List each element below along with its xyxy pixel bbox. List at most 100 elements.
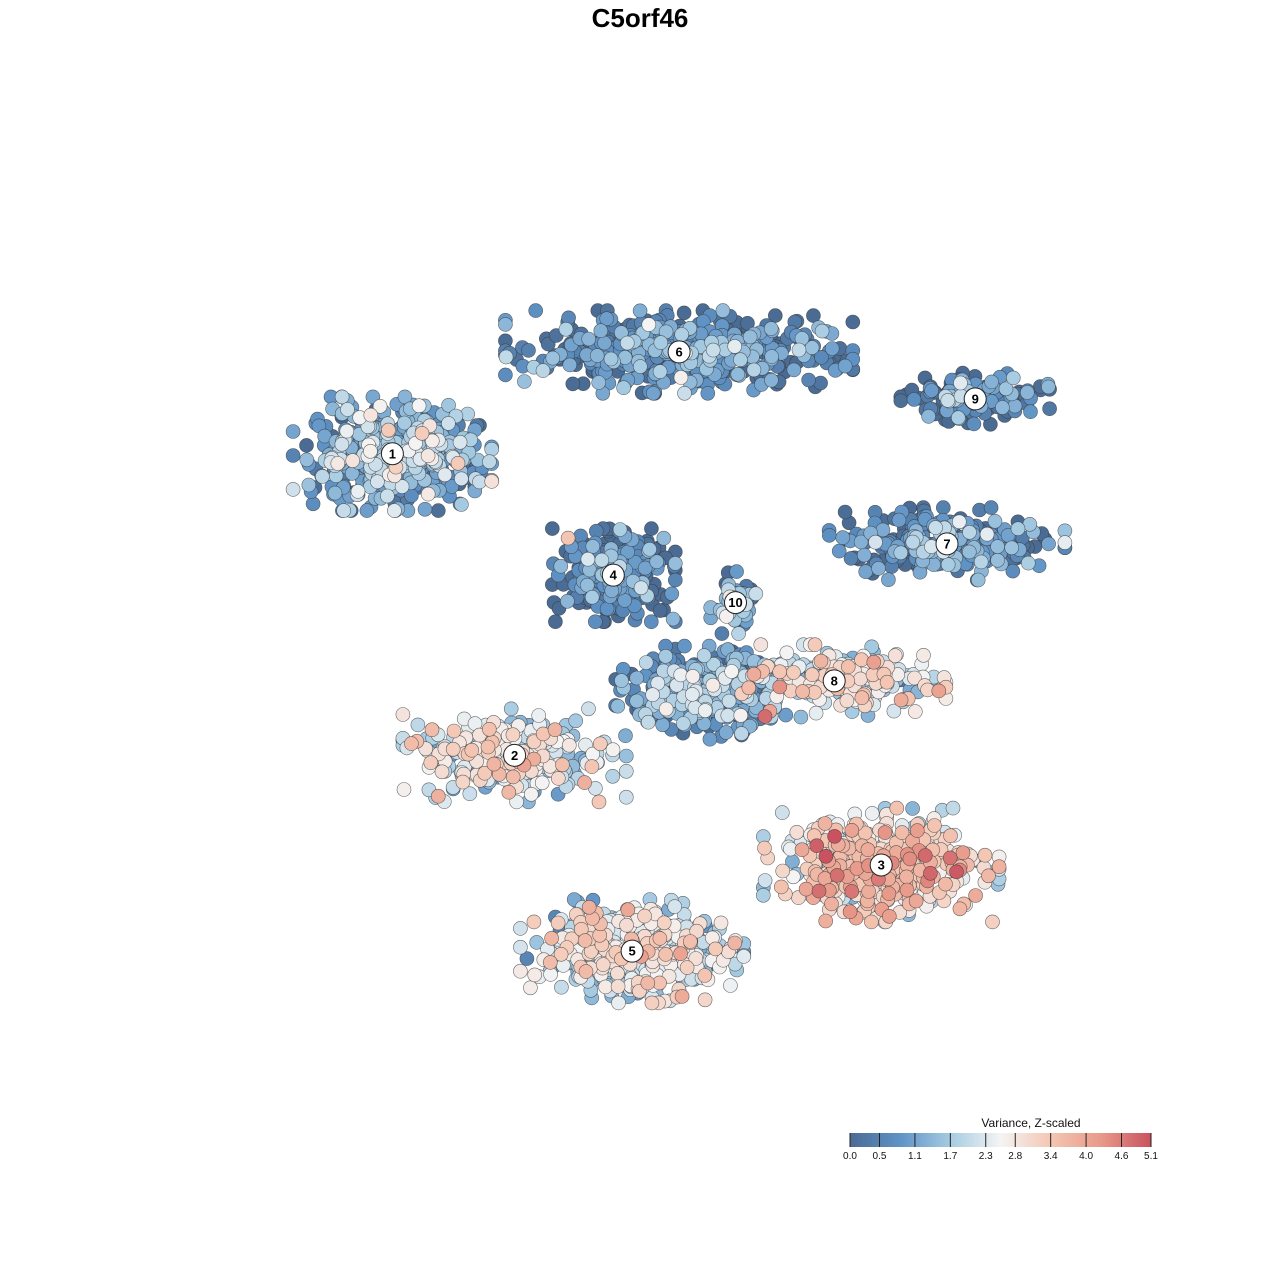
data-point <box>858 564 874 580</box>
data-point <box>990 552 1005 568</box>
data-point <box>881 908 897 924</box>
data-point <box>877 825 893 840</box>
data-point <box>652 603 668 618</box>
data-point <box>580 551 596 567</box>
data-point <box>554 979 569 995</box>
data-point <box>795 684 810 699</box>
data-point <box>742 329 758 345</box>
data-point <box>305 496 321 512</box>
data-point <box>534 775 550 791</box>
data-point <box>420 486 436 502</box>
data-point <box>505 727 521 743</box>
data-point <box>786 665 801 680</box>
data-point <box>746 362 762 378</box>
data-point <box>327 485 343 501</box>
data-point <box>949 864 964 880</box>
data-point <box>618 728 633 744</box>
data-point <box>811 883 827 899</box>
data-point <box>642 541 657 557</box>
data-point <box>455 774 471 790</box>
data-point <box>705 677 721 693</box>
data-point <box>821 528 837 543</box>
data-point <box>676 305 692 321</box>
cluster-label-2: 2 <box>511 748 518 763</box>
cluster-label-1: 1 <box>389 446 396 461</box>
data-point <box>854 690 870 706</box>
data-point <box>593 323 609 339</box>
data-point <box>420 448 436 464</box>
data-point <box>396 782 412 797</box>
data-point <box>548 614 563 630</box>
data-point <box>991 859 1007 875</box>
data-point <box>633 580 649 596</box>
data-point <box>891 512 907 528</box>
data-point <box>562 357 578 373</box>
data-point <box>301 477 317 493</box>
legend-tick-label: 0.0 <box>843 1151 857 1162</box>
data-point <box>674 989 690 1004</box>
data-point <box>610 966 625 981</box>
data-point <box>1041 379 1056 395</box>
data-point <box>940 393 956 408</box>
data-point <box>940 557 956 572</box>
legend-tick-label: 2.8 <box>1008 1151 1022 1162</box>
data-point <box>697 992 713 1008</box>
data-point <box>1057 535 1073 550</box>
data-point <box>334 436 350 452</box>
data-point <box>484 441 500 457</box>
cluster-label-4: 4 <box>610 568 618 583</box>
data-point <box>839 693 855 709</box>
data-point <box>585 539 601 554</box>
data-point <box>733 708 749 723</box>
data-point <box>727 935 743 951</box>
data-point <box>764 372 779 388</box>
data-point <box>775 863 791 879</box>
data-point <box>973 554 989 570</box>
data-point <box>842 904 858 920</box>
data-point <box>824 341 840 356</box>
data-point <box>923 865 938 881</box>
data-point <box>363 407 379 423</box>
data-point <box>577 775 592 790</box>
data-point <box>667 572 683 588</box>
data-point <box>561 737 577 753</box>
legend-tick-label: 0.5 <box>873 1151 887 1162</box>
data-point <box>464 742 480 758</box>
data-point <box>818 848 834 864</box>
data-point <box>927 818 942 833</box>
data-point <box>594 552 610 568</box>
data-point <box>599 601 615 617</box>
data-point <box>645 687 660 703</box>
data-point <box>345 453 361 468</box>
data-point <box>599 311 615 327</box>
data-point <box>655 717 670 733</box>
data-point <box>714 626 730 641</box>
legend-title: Variance, Z-scaled <box>981 1116 1080 1130</box>
legend-tick-label: 2.3 <box>979 1151 993 1162</box>
legend-tick-label: 5.1 <box>1144 1151 1158 1162</box>
data-point <box>544 930 559 946</box>
data-point <box>505 769 521 785</box>
data-point <box>414 425 430 441</box>
data-point <box>652 364 668 379</box>
data-point <box>887 648 903 663</box>
data-point <box>544 521 560 536</box>
data-point <box>705 342 721 358</box>
data-point <box>917 848 933 863</box>
data-point <box>645 385 661 401</box>
data-point <box>423 755 439 771</box>
data-point <box>798 881 814 897</box>
data-point <box>840 659 856 675</box>
data-point <box>731 626 746 641</box>
data-point <box>774 805 790 820</box>
data-point <box>718 725 734 740</box>
data-point <box>503 701 519 717</box>
data-point <box>629 670 645 686</box>
cluster-label-6: 6 <box>675 344 682 359</box>
data-point <box>723 978 738 993</box>
data-point <box>441 416 456 431</box>
data-point <box>772 664 788 680</box>
data-point <box>905 801 920 816</box>
data-point <box>684 687 700 702</box>
data-point <box>517 374 532 389</box>
